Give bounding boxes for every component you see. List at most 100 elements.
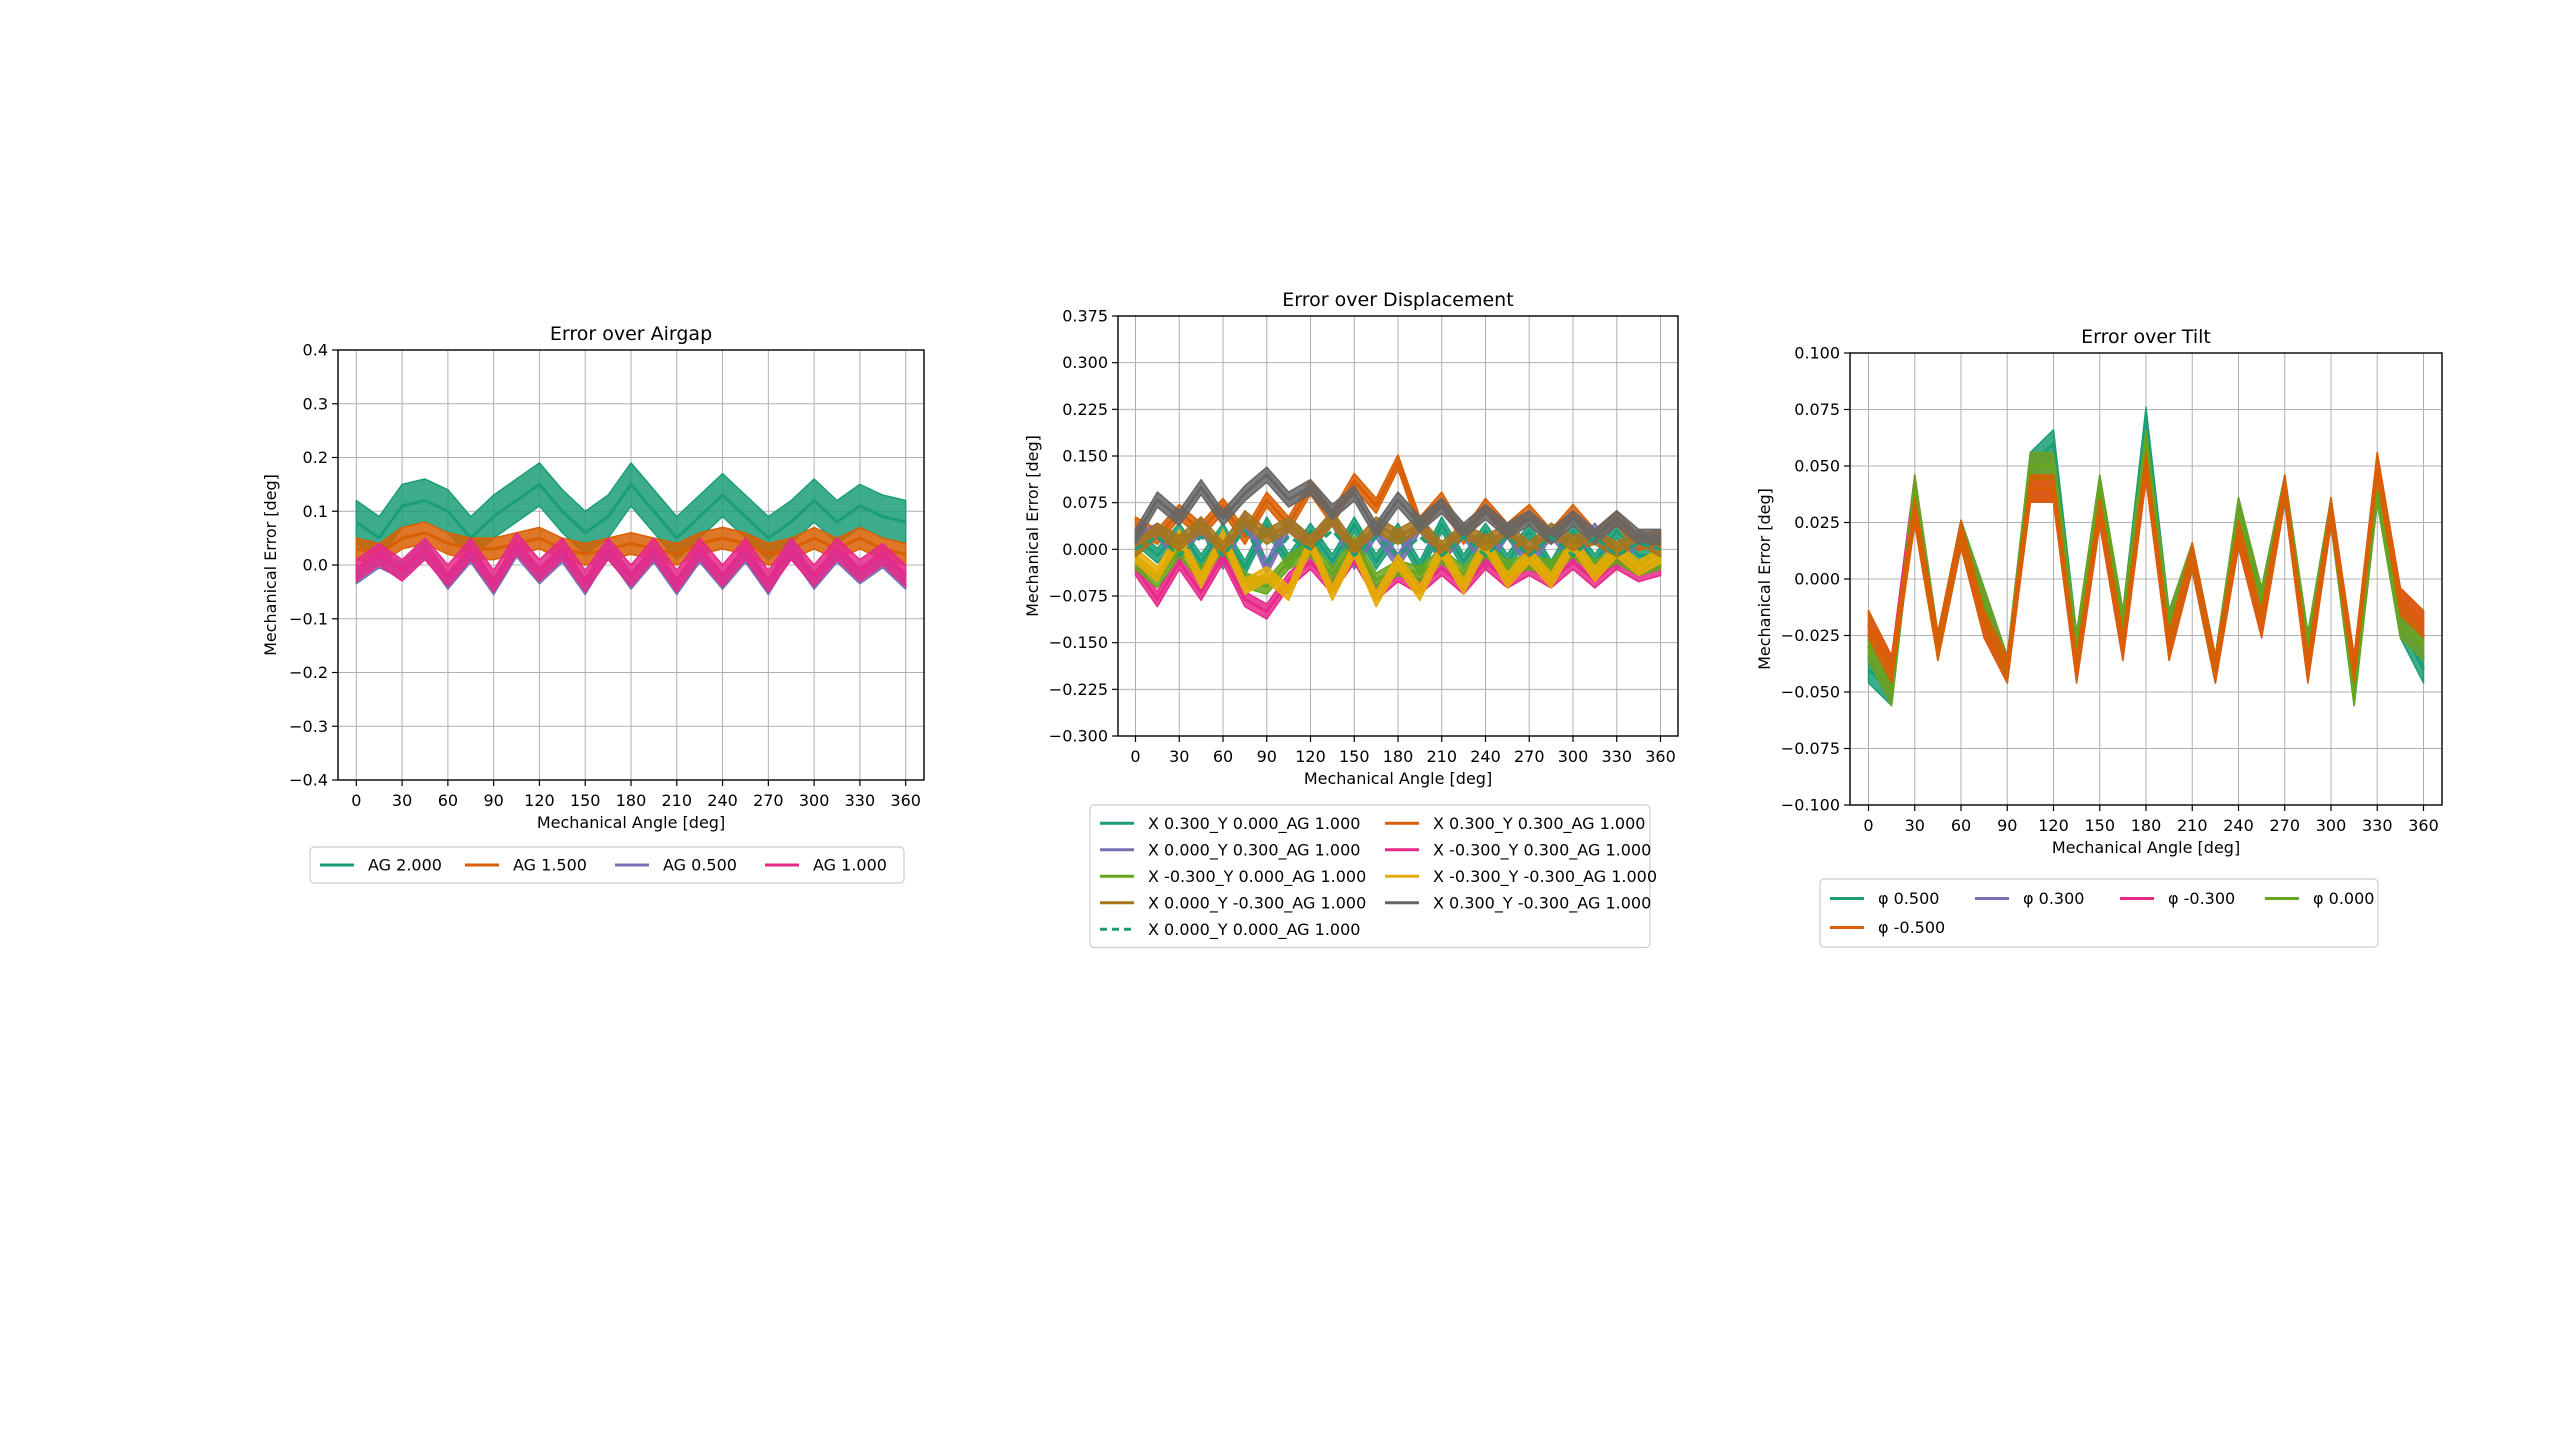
series-line-2: [355, 531, 907, 556]
legend-label-1: X 0.300_Y 0.000_AG 1.000: [1148, 814, 1360, 834]
legend-box: [1089, 804, 1651, 949]
x-tick-label: 120: [524, 791, 555, 810]
y-tick-label: 0.050: [1794, 457, 1840, 476]
legend-box: [309, 846, 905, 884]
x-tick-label: 90: [483, 791, 503, 810]
y-tick-label: 0.075: [1062, 493, 1108, 512]
legend-label-7: X 0.000_Y -0.300_AG 1.000: [1148, 893, 1366, 913]
legend-label-5: X -0.300_Y 0.000_AG 1.000: [1148, 867, 1366, 887]
y-tick-label: −0.100: [1781, 796, 1840, 815]
x-tick-label: 300: [799, 791, 830, 810]
x-tick-label: 300: [1558, 747, 1589, 766]
legend: φ 0.500 φ 0.300 φ -0.300 φ 0.000 φ -0.500: [1819, 878, 2379, 948]
legend-label-6: X -0.300_Y -0.300_AG 1.000: [1433, 867, 1657, 887]
x-axis-label: Mechanical Angle [deg]: [2052, 838, 2240, 857]
y-tick-label: 0.000: [1794, 570, 1840, 589]
legend-label-4: AG 1.000: [813, 856, 887, 875]
x-tick-label: 60: [1951, 816, 1971, 835]
y-tick-label: 0.025: [1794, 513, 1840, 532]
x-tick-label: 180: [1383, 747, 1414, 766]
legend-label-3: φ -0.300: [2168, 889, 2235, 908]
series-line-7: [1134, 516, 1662, 551]
x-axis-label: Mechanical Angle [deg]: [537, 813, 725, 832]
y-tick-label: −0.150: [1049, 633, 1108, 652]
legend-label-3: AG 0.500: [663, 856, 737, 875]
x-axis-label: Mechanical Angle [deg]: [1304, 769, 1492, 788]
chart-title: Error over Tilt: [2081, 326, 2211, 348]
x-tick-label: 330: [2362, 816, 2393, 835]
series-group: [1134, 454, 1662, 620]
series-band-5: [1867, 451, 2425, 684]
y-tick-label: 0.2: [303, 448, 328, 467]
x-tick-label: 210: [1426, 747, 1457, 766]
legend-label-2: X 0.300_Y 0.300_AG 1.000: [1433, 814, 1645, 834]
series-line-1: [355, 482, 907, 540]
y-tick-label: 0.375: [1062, 307, 1108, 326]
y-tick-label: −0.3: [289, 717, 328, 736]
x-tick-label: 330: [1601, 747, 1632, 766]
x-tick-label: 360: [2408, 816, 2439, 835]
x-tick-label: 30: [1905, 816, 1925, 835]
x-tick-label: 60: [1213, 747, 1233, 766]
y-tick-label: 0.075: [1794, 400, 1840, 419]
legend-label-4: φ 0.000: [2313, 889, 2374, 908]
legend-label-4: X -0.300_Y 0.300_AG 1.000: [1433, 840, 1651, 860]
x-tick-label: 270: [2269, 816, 2300, 835]
x-tick-label: 300: [2316, 816, 2347, 835]
series-line-5: [1867, 464, 2425, 671]
x-tick-label: 150: [570, 791, 601, 810]
series-band-8: [1134, 466, 1662, 546]
x-tick-label: 90: [1257, 747, 1277, 766]
x-tick-label: 360: [890, 791, 921, 810]
x-tick-label: 120: [2038, 816, 2069, 835]
y-tick-label: −0.025: [1781, 626, 1840, 645]
y-tick-label: 0.300: [1062, 353, 1108, 372]
chart-title: Error over Airgap: [550, 323, 712, 345]
x-tick-label: 30: [1169, 747, 1189, 766]
x-tick-label: 150: [1339, 747, 1370, 766]
legend-label-1: AG 2.000: [368, 856, 442, 875]
x-tick-label: 240: [707, 791, 738, 810]
x-tick-label: 150: [2084, 816, 2115, 835]
x-tick-label: 0: [351, 791, 361, 810]
chart-panel-2: 0 30 60 90 120 150 180 210 240 270 300 330 360 −0.300…: [1023, 289, 1679, 949]
y-tick-label: 0.0: [303, 556, 328, 575]
x-tick-label: 240: [1470, 747, 1501, 766]
chart-title: Error over Displacement: [1282, 289, 1513, 311]
series-band-4: [355, 532, 907, 593]
y-tick-label: −0.300: [1049, 727, 1108, 746]
y-tick-label: −0.225: [1049, 680, 1108, 699]
y-tick-label: −0.075: [1049, 587, 1108, 606]
x-tick-label: 60: [438, 791, 458, 810]
x-tick-label: 240: [2223, 816, 2254, 835]
series-band-7: [1134, 510, 1662, 558]
y-tick-label: −0.4: [289, 771, 328, 790]
legend-label-1: φ 0.500: [1878, 889, 1939, 908]
x-tick-label: 90: [1997, 816, 2017, 835]
y-tick-label: 0.3: [303, 394, 328, 413]
legend-label-9: X 0.000_Y 0.000_AG 1.000: [1148, 920, 1360, 940]
legend-label-2: φ 0.300: [2023, 889, 2084, 908]
x-tick-label: 270: [753, 791, 784, 810]
legend: AG 2.000 AG 1.500 AG 0.500 AG 1.000: [309, 846, 905, 884]
x-tick-label: 30: [392, 791, 412, 810]
chart-panel-3: 0 30 60 90 120 150 180 210 240 270 300 330 360 −0.100…: [1755, 326, 2443, 948]
series-group: [1867, 406, 2425, 707]
series-group: [355, 462, 907, 596]
y-axis-label: Mechanical Error [deg]: [1023, 435, 1042, 617]
y-tick-label: −0.075: [1781, 739, 1840, 758]
x-tick-label: 180: [2131, 816, 2162, 835]
x-tick-label: 0: [1863, 816, 1873, 835]
y-tick-label: 0.1: [303, 502, 328, 521]
y-tick-label: 0.4: [303, 341, 328, 360]
y-tick-label: 0.225: [1062, 400, 1108, 419]
legend-label-2: AG 1.500: [513, 856, 587, 875]
y-tick-label: −0.2: [289, 663, 328, 682]
x-tick-label: 360: [1645, 747, 1676, 766]
series-line-9: [1134, 529, 1661, 564]
x-tick-label: 270: [1514, 747, 1545, 766]
x-tick-label: 180: [616, 791, 647, 810]
series-line-4: [355, 542, 907, 583]
y-axis-label: Mechanical Error [deg]: [1755, 488, 1774, 670]
